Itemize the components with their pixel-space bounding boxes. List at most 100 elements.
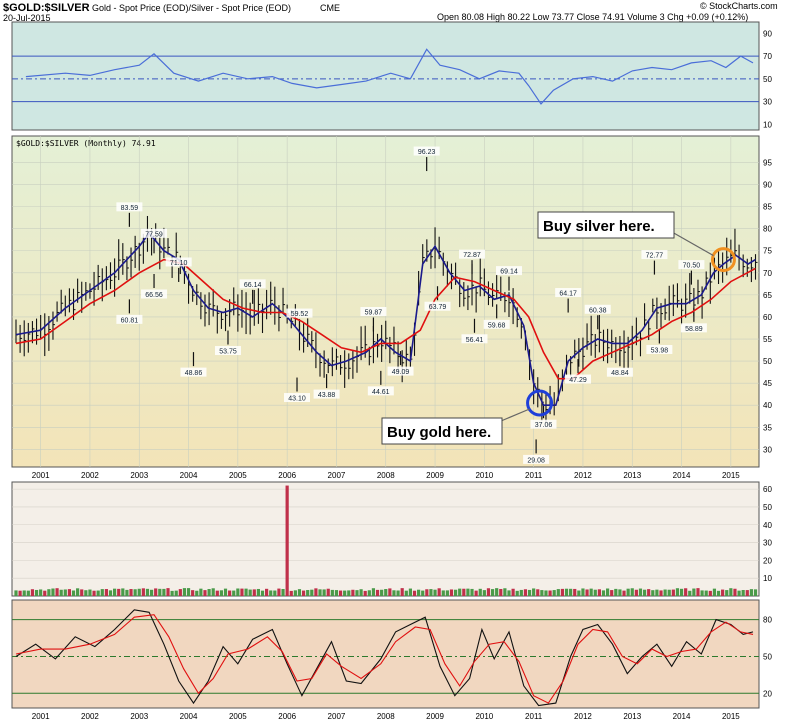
volume-bar (462, 588, 466, 596)
stochastic-year-label: 2010 (475, 712, 493, 721)
volume-bar (486, 588, 491, 596)
volume-bar (449, 589, 454, 596)
volume-bar (347, 590, 351, 596)
price-label-bg (313, 389, 340, 399)
price-tick-label: 90 (763, 181, 772, 190)
volume-bar (252, 589, 256, 596)
volume-bar (749, 589, 753, 596)
price-label-bg (483, 319, 510, 329)
price-tick-label: 55 (763, 335, 772, 344)
price-label-bg (530, 419, 557, 429)
price-label: 66.56 (145, 292, 163, 299)
volume-bar (466, 588, 470, 596)
volume-bar (700, 590, 704, 596)
volume-bar (380, 589, 384, 596)
volume-bar (244, 588, 248, 596)
volume-bar (725, 590, 729, 596)
volume-bar (630, 588, 634, 596)
year-tick-label: 2012 (574, 471, 592, 480)
volume-bar (228, 590, 232, 596)
stochastic-year-label: 2003 (130, 712, 148, 721)
price-label: 43.10 (288, 396, 306, 403)
volume-bar (540, 590, 544, 596)
price-label: 29.08 (527, 457, 545, 464)
volume-bar (433, 589, 437, 596)
volume-bar (733, 588, 737, 596)
buy-silver-circle (710, 247, 736, 273)
volume-bar (47, 589, 51, 596)
year-tick-label: 2011 (525, 471, 543, 480)
volume-bar (721, 589, 725, 596)
volume-bar (51, 588, 55, 596)
price-tick-label: 80 (763, 225, 772, 234)
volume-bar (712, 588, 717, 596)
price-label: 72.87 (463, 252, 481, 259)
volume-bar (601, 590, 606, 596)
price-label: 53.75 (219, 349, 237, 356)
chart-symbol: $GOLD:$SILVER (3, 2, 90, 14)
price-label-bg (286, 308, 313, 318)
price-label: 56.41 (466, 337, 484, 344)
volume-bar (88, 589, 92, 596)
chart-description: Gold - Spot Price (EOD)/Silver - Spot Pr… (92, 3, 291, 13)
buy-gold-circle (526, 389, 554, 417)
volume-bar (256, 588, 260, 596)
volume-bar (125, 589, 129, 596)
stochastic-year-label: 2001 (32, 712, 50, 721)
volume-bar (655, 589, 659, 596)
volume-bar (306, 590, 310, 596)
volume-bar (684, 588, 688, 596)
volume-bar (236, 588, 240, 596)
volume-bar (417, 589, 421, 596)
stochastic-year-label: 2013 (623, 712, 641, 721)
price-tick-label: 40 (763, 401, 772, 410)
volume-bar (334, 590, 339, 596)
chart-date: 20-Jul-2015 (3, 13, 51, 23)
volume-bar (519, 589, 523, 596)
volume-bar (121, 588, 125, 596)
volume-bar (108, 590, 113, 596)
volume-bar (219, 590, 224, 596)
year-tick-label: 2002 (81, 471, 99, 480)
price-label: 69.14 (500, 269, 518, 276)
stockcharts-credit: © StockCharts.com (700, 1, 778, 11)
volume-bar (511, 588, 515, 596)
volume-bar (166, 588, 170, 596)
price-label-bg (116, 202, 143, 212)
buy-silver-box (537, 211, 675, 239)
price-label-bg (367, 386, 394, 396)
volume-bar (560, 588, 565, 596)
volume-bar (671, 589, 675, 596)
volume-tick-label: 40 (763, 521, 772, 530)
stochastic-year-label: 2005 (229, 712, 247, 721)
volume-bar (642, 589, 647, 596)
price-label-bg (413, 146, 440, 156)
stochastic-tick-label: 80 (763, 616, 772, 625)
price-label: 48.86 (185, 370, 203, 377)
price-label-bg (496, 266, 522, 276)
price-label-bg (565, 374, 592, 384)
volume-bar (359, 589, 363, 596)
rsi-tick-label: 10 (763, 120, 772, 129)
price-tick-label: 60 (763, 313, 772, 322)
price-label-bg (165, 257, 192, 267)
volume-bar (199, 588, 203, 596)
volume-bar (39, 589, 43, 596)
year-tick-label: 2014 (673, 471, 691, 480)
volume-bar (445, 590, 449, 596)
volume-bar (593, 589, 597, 596)
volume-bar (659, 590, 663, 596)
rsi-line (25, 48, 754, 105)
volume-bar (651, 590, 655, 596)
volume-bar (741, 589, 745, 596)
volume-bar (265, 588, 269, 596)
volume-bar (240, 588, 244, 596)
price-label: 63.79 (429, 304, 447, 311)
price-label-bg (424, 301, 451, 311)
volume-bar (552, 590, 556, 596)
volume-bar (536, 589, 540, 596)
volume-bar (667, 589, 671, 596)
volume-bar (371, 588, 376, 596)
price-label-bg (680, 323, 707, 333)
volume-bar (400, 588, 404, 596)
